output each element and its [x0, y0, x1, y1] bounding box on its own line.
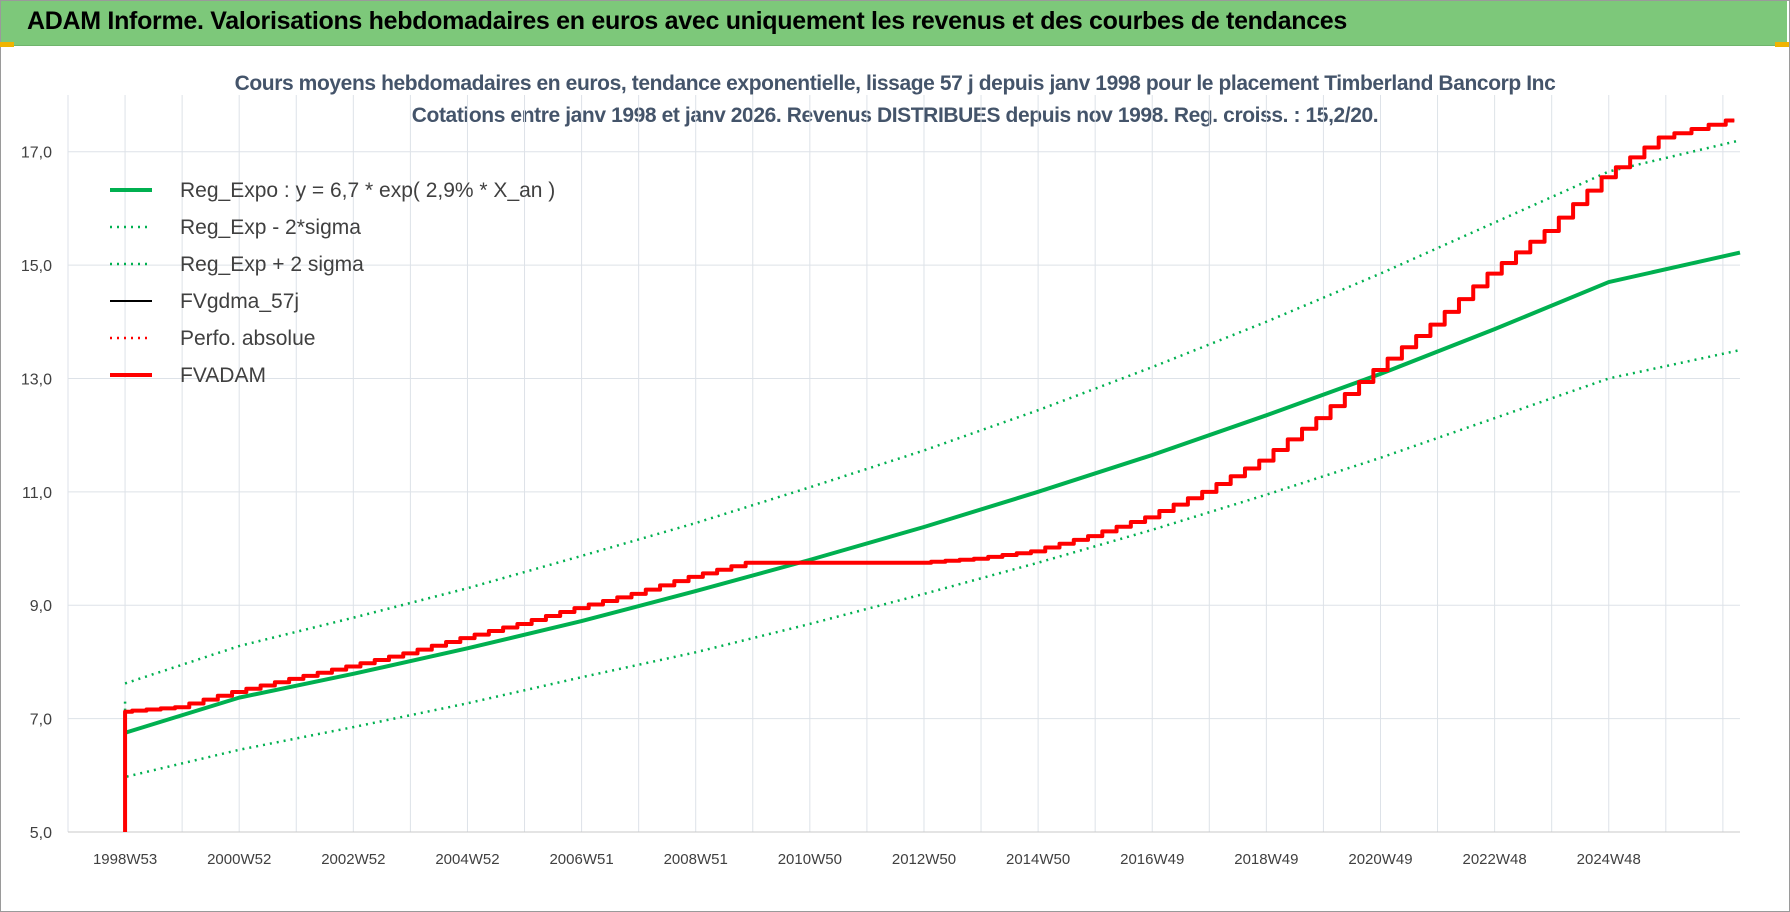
chart-title: Cours moyens hebdomadaires en euros, ten…	[234, 72, 1556, 95]
legend-label: FVgdma_57j	[180, 290, 299, 313]
x-tick-label: 2010W50	[778, 851, 842, 868]
corner-marker-right	[1775, 42, 1789, 47]
report-title: ADAM Informe. Valorisations hebdomadaire…	[27, 7, 1348, 35]
x-tick-label: 2018W49	[1234, 851, 1298, 868]
series-reg-expo-line	[124, 250, 1741, 735]
legend-label: Reg_Exp + 2 sigma	[180, 253, 364, 276]
corner-marker-left	[0, 42, 14, 47]
y-tick-label: 13,0	[21, 371, 52, 388]
series-reg-exp-plus-line	[124, 139, 1741, 685]
report-banner: ADAM Informe. Valorisations hebdomadaire…	[1, 1, 1787, 46]
y-tick-label: 11,0	[22, 485, 52, 502]
y-tick-label: 5,0	[30, 825, 52, 842]
x-tick-label: 2024W48	[1577, 851, 1641, 868]
legend-label: FVADAM	[180, 364, 266, 387]
y-tick-label: 17,0	[21, 145, 52, 162]
series-fvadam-line	[123, 118, 1735, 832]
x-tick-label: 2012W50	[892, 851, 956, 868]
legend-label: Perfo. absolue	[180, 327, 315, 350]
x-tick-label: 2022W48	[1463, 851, 1527, 868]
x-tick-label: 2014W50	[1006, 851, 1070, 868]
chart-subtitle: Cotations entre janv 1998 et janv 2026. …	[411, 104, 1379, 127]
legend-label: Reg_Expo : y = 6,7 * exp( 2,9% * X_an )	[180, 179, 555, 202]
x-tick-label: 1998W53	[93, 851, 157, 868]
y-tick-label: 15,0	[21, 258, 52, 275]
y-tick-label: 7,0	[30, 712, 52, 729]
x-tick-label: 2000W52	[207, 851, 271, 868]
x-tick-label: 2008W51	[664, 851, 728, 868]
x-tick-label: 2002W52	[321, 851, 385, 868]
y-tick-label: 9,0	[30, 598, 52, 615]
x-tick-label: 2020W49	[1348, 851, 1412, 868]
x-tick-label: 2016W49	[1120, 851, 1184, 868]
x-tick-label: 2004W52	[435, 851, 499, 868]
x-tick-label: 2006W51	[549, 851, 613, 868]
legend-label: Reg_Exp - 2*sigma	[180, 216, 361, 239]
